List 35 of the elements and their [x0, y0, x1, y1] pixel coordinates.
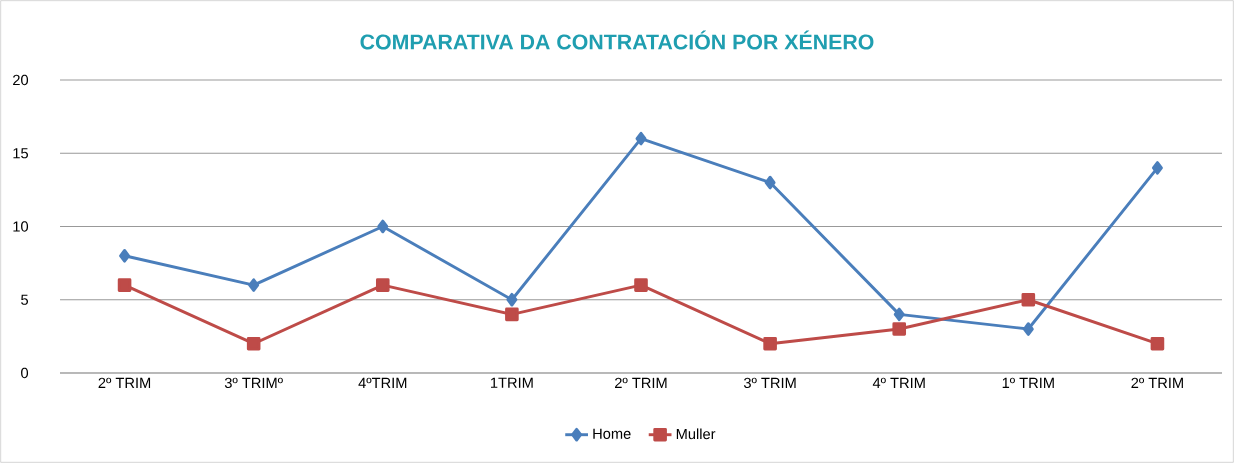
y-tick-label: 0 — [21, 367, 29, 379]
point — [375, 278, 390, 292]
point — [119, 248, 131, 263]
point — [377, 219, 389, 234]
point — [117, 278, 132, 292]
x-tick-label: 1º TRIM — [1002, 377, 1054, 388]
point — [1022, 322, 1034, 336]
point — [1150, 336, 1165, 351]
point — [1151, 161, 1163, 175]
point — [634, 278, 648, 292]
x-tick-label: 2º TRIM — [1131, 377, 1183, 388]
x-tick-label: 2º TRIM — [615, 377, 667, 388]
legend-label: Home — [593, 428, 631, 439]
x-tick-label: 3º TRIMº — [224, 377, 283, 389]
point — [893, 307, 905, 322]
point — [248, 278, 260, 292]
x-tick-label: 4ºTRIM — [358, 377, 407, 388]
y-tick-label: 15 — [13, 148, 29, 159]
x-tick-label: 3º TRIM — [743, 377, 796, 389]
y-tick-label: 5 — [21, 294, 29, 305]
y-tick-label: 20 — [13, 74, 29, 86]
point — [506, 292, 518, 307]
point — [1021, 292, 1036, 307]
point — [763, 336, 777, 351]
point — [246, 336, 261, 351]
x-tick-label: 1TRIM — [491, 377, 533, 388]
point — [892, 322, 907, 336]
chart-title: COMPARATIVA DA CONTRATACIÓN POR XÉNERO — [360, 30, 874, 50]
x-tick-label: 4º TRIM — [872, 377, 925, 388]
x-tick-label: 2º TRIM — [98, 377, 151, 388]
point — [764, 175, 776, 190]
y-tick-label: 10 — [13, 221, 29, 232]
point — [505, 307, 519, 322]
legend-label: Muller — [676, 428, 716, 440]
point — [635, 131, 647, 146]
